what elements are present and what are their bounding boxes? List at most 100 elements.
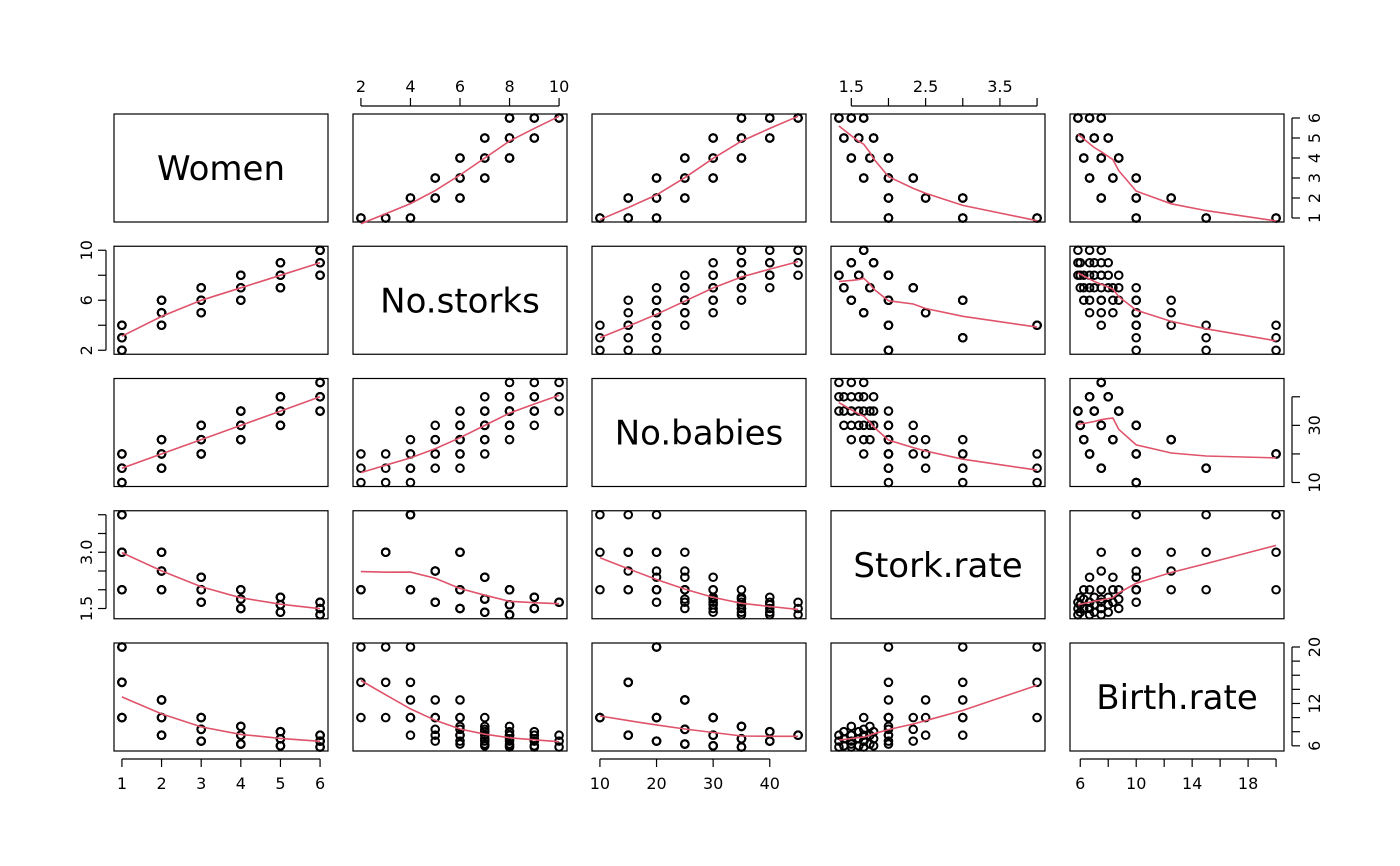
variable-label: Birth.rate <box>1096 678 1258 718</box>
data-point <box>708 572 718 583</box>
data-point <box>504 153 515 163</box>
data-point <box>1131 547 1142 558</box>
data-point <box>834 730 844 741</box>
data-point <box>430 449 441 459</box>
panel-Stork.rate-vs-Women <box>113 509 329 620</box>
data-point <box>883 477 894 488</box>
data-point <box>455 730 465 741</box>
data-point <box>736 609 747 620</box>
data-point <box>1271 320 1281 331</box>
panel-No.babies-vs-No.storks <box>352 377 568 488</box>
data-point <box>196 724 206 735</box>
data-point <box>623 677 634 688</box>
panel-frame <box>830 642 1046 752</box>
data-point <box>1096 270 1107 281</box>
data-point <box>315 245 325 256</box>
data-point <box>1166 547 1176 558</box>
data-point <box>1201 345 1211 356</box>
data-point <box>883 449 894 459</box>
data-point <box>529 603 540 614</box>
tick-label: 18 <box>1238 774 1258 793</box>
data-point <box>1084 113 1095 123</box>
data-point <box>868 406 879 416</box>
data-point <box>405 463 416 474</box>
data-point <box>853 270 864 281</box>
lowess-line <box>599 715 799 738</box>
data-point <box>275 391 286 402</box>
data-point <box>1078 434 1089 445</box>
axis-left-Stork.rate: 1.5 3.0 <box>77 514 107 621</box>
data-point <box>1096 295 1107 306</box>
data-point <box>156 295 167 306</box>
data-point <box>554 730 564 741</box>
data-point <box>846 295 857 306</box>
data-point <box>1084 245 1095 256</box>
data-point <box>868 133 879 143</box>
data-point <box>479 153 490 163</box>
data-point <box>957 449 968 459</box>
data-point <box>1084 282 1095 293</box>
data-point <box>455 547 465 558</box>
data-point <box>708 173 718 183</box>
data-point <box>430 193 441 203</box>
data-point <box>764 726 775 737</box>
tick-label: 3 <box>196 774 206 793</box>
data-point <box>1201 332 1211 343</box>
tick-label: 6 <box>315 774 325 793</box>
data-point <box>858 377 869 388</box>
panel-Stork.rate-vs-No.babies <box>591 509 807 620</box>
data-point <box>1084 572 1095 583</box>
data-point <box>708 307 718 318</box>
data-point <box>117 332 127 343</box>
data-point <box>380 712 391 723</box>
data-point <box>1131 449 1142 459</box>
data-point <box>430 173 441 183</box>
lowess-line <box>360 115 560 225</box>
data-point <box>430 736 441 746</box>
data-point <box>156 320 167 331</box>
data-point <box>1103 282 1114 293</box>
data-point <box>858 391 869 402</box>
data-point <box>1078 282 1089 293</box>
tick-label: 3 <box>1305 173 1324 183</box>
data-point <box>1201 509 1211 520</box>
data-point <box>1108 584 1118 595</box>
lowess-line <box>121 551 321 610</box>
panel-frame <box>352 245 568 355</box>
panel-frame <box>830 510 1046 620</box>
data-point <box>883 213 894 223</box>
data-point <box>834 406 844 416</box>
lowess-line <box>1077 133 1277 222</box>
data-point <box>595 509 605 520</box>
data-point <box>793 245 803 256</box>
data-point <box>957 677 968 688</box>
data-point <box>196 295 206 306</box>
data-point <box>736 603 747 614</box>
data-point <box>651 597 662 608</box>
data-point <box>623 193 634 203</box>
data-point <box>883 420 894 431</box>
data-point <box>405 642 416 652</box>
data-point <box>1032 213 1042 223</box>
data-point <box>455 603 465 614</box>
data-point <box>1075 282 1086 293</box>
data-point <box>883 153 894 163</box>
data-point <box>275 406 286 416</box>
data-point <box>858 449 869 459</box>
data-point <box>117 320 127 331</box>
data-point <box>651 736 662 746</box>
data-point <box>764 736 775 746</box>
data-point <box>529 391 540 402</box>
data-point <box>1032 642 1042 652</box>
data-point <box>1271 345 1281 356</box>
data-point <box>883 642 894 652</box>
tick-label: 20 <box>1305 637 1324 657</box>
data-point <box>957 712 968 723</box>
data-point <box>156 434 167 445</box>
data-point <box>455 449 465 459</box>
data-point <box>595 584 605 595</box>
data-point <box>793 609 803 620</box>
data-point <box>1075 133 1086 143</box>
panel-frame <box>591 113 807 223</box>
